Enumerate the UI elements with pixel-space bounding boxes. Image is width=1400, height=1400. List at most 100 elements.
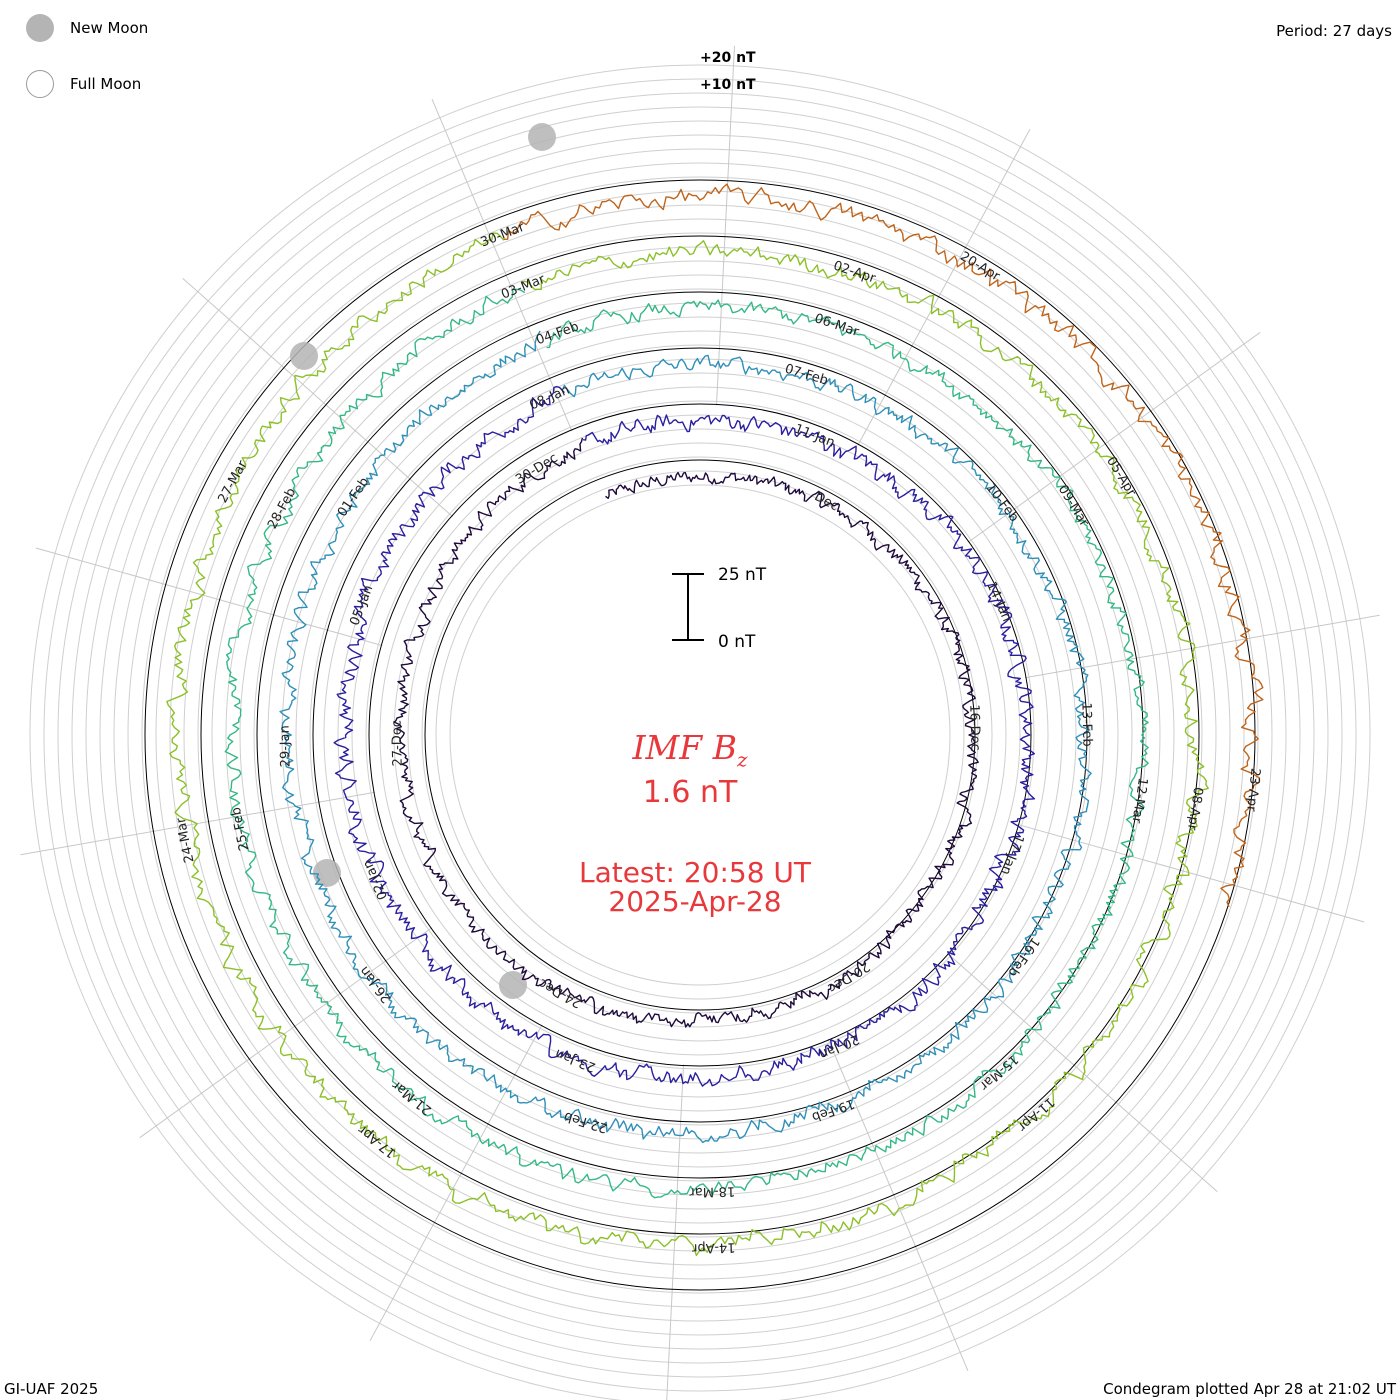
date-label: 23-Apr [1243,767,1262,812]
legend-new-moon: New Moon [26,12,148,44]
grid-ring [43,78,1357,1392]
grid-ring [309,344,1091,1126]
grid-ring [29,64,1371,1400]
new-moon-icon [26,14,54,42]
series-line [224,288,1149,1199]
series-lines [166,183,1264,1257]
date-label: 13-Feb [1078,702,1094,747]
date-label: 14-Apr [691,1239,735,1255]
baseline-ring [368,403,1032,1067]
grid-ring [407,442,993,1028]
date-label: 24-Dec [536,975,584,1010]
full-moon-icon [26,70,54,98]
date-label: 16-Dec [966,704,982,751]
grid-ring [155,190,1245,1280]
grid-ring [393,428,1007,1042]
date-label: 08-Jan [527,383,571,414]
baseline-ring [256,291,1144,1179]
grid-spoke [666,1064,685,1400]
credit-label: GI-UAF 2025 [4,1380,99,1398]
grid-spoke [139,927,433,1139]
moon-marker [499,971,527,999]
date-label: 04-Feb [534,319,581,348]
date-label: 18-Mar [689,1183,736,1199]
latest-timestamp: Latest: 20:58 UT 2025-Apr-28 [500,858,890,916]
series-line [333,385,1036,1087]
grid-ring [435,470,965,1000]
legend-label-full-moon: Full Moon [70,75,142,93]
date-label: 12-Mar [1128,777,1150,825]
grid-ring [85,120,1315,1350]
imf-title-sub: z [736,747,748,772]
series-line [166,232,1209,1257]
imf-title: IMF Bz [540,728,840,772]
grid-spoke [35,547,383,647]
grid-spoke [827,1038,969,1372]
date-label: 23-Jan [553,1045,598,1074]
ring-label: +20 nT [700,50,756,66]
grid-ring [365,400,1035,1070]
date-label: 02-Jan [360,857,391,901]
date-label: 19-Feb [810,1095,857,1124]
grid-spoke [857,128,1031,446]
grid-spoke [967,331,1261,543]
grid-ring [99,134,1301,1336]
grid-ring [141,176,1259,1294]
date-label: 05-Jan [347,583,376,628]
grid-ring [57,92,1343,1378]
scale-bar: 25 nT 0 nT [672,565,767,652]
series-line [279,330,1092,1144]
series-line [393,437,979,1028]
date-label: 06-Mar [813,311,862,340]
grid-ring [239,274,1161,1196]
grid-spoke [182,277,453,517]
scale-label-bottom: 0 nT [718,632,756,652]
grid-ring [113,148,1287,1322]
grid-ring [337,372,1063,1098]
latest-date: 2025-Apr-28 [608,885,782,918]
date-label: 16-Feb [1005,934,1042,979]
baseline-ring [424,459,976,1011]
date-label: 27-Mar [216,458,251,506]
date-label: 11-Jan [792,422,837,451]
grid-spoke [1024,614,1380,679]
date-label: 01-Feb [335,475,372,520]
grid-ring [197,232,1203,1238]
date-label: 27-Dec [389,720,405,767]
grid-ring [127,162,1273,1308]
ring-label: +10 nT [700,77,756,93]
grid-spoke [369,1024,543,1342]
date-label: 30-Mar [479,220,528,251]
date-label: 29-Jan [278,725,294,767]
legend-full-moon: Full Moon [26,68,141,100]
grid-ring [253,288,1147,1182]
date-label: 25-Feb [229,806,253,852]
grid-ring [71,106,1329,1364]
grid-ring [281,316,1119,1154]
grid-spoke [715,45,735,406]
grid-spokes [20,45,1380,1400]
grid-spoke [947,953,1218,1193]
grid-ring [323,358,1077,1112]
grid-spoke [1017,823,1365,923]
legend-label-new-moon: New Moon [70,19,149,37]
date-label: 08-Apr [1184,786,1205,832]
series-line [503,183,1264,908]
period-label: Period: 27 days [1276,22,1392,40]
baseline-ring [200,235,1200,1235]
baseline-ring [312,347,1088,1123]
moon-marker [290,342,318,370]
scale-label-top: 25 nT [718,565,767,585]
latest-time: Latest: 20:58 UT [578,856,812,889]
grid-ring [225,260,1175,1210]
grid-ring [449,484,951,986]
grid-ring [169,204,1231,1266]
plotted-label: Condegram plotted Apr 28 at 21:02 UT [1103,1380,1396,1398]
current-value: 1.6 nT [642,775,738,810]
grid-spoke [431,98,573,432]
moon-marker [528,123,556,151]
imf-title-main: IMF B [632,728,737,767]
grid-ring [379,414,1021,1056]
ring-labels: +20 nT +10 nT [700,50,756,93]
